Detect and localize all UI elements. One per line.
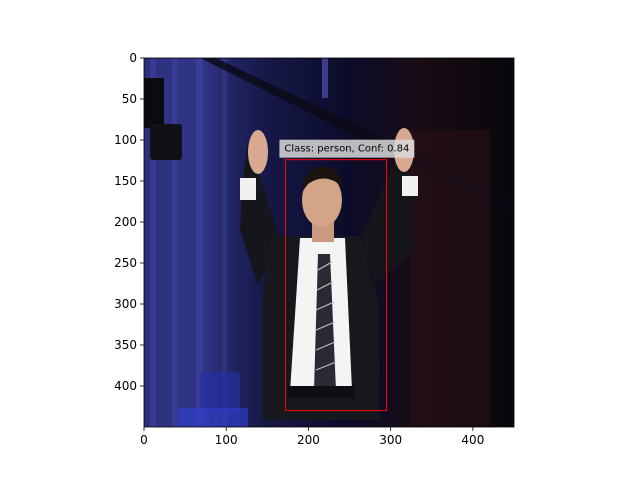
y-tick-label: 50 bbox=[122, 92, 137, 106]
y-tick-label: 250 bbox=[114, 256, 137, 270]
y-tick-label: 300 bbox=[114, 297, 137, 311]
x-tick-label: 100 bbox=[215, 433, 238, 447]
scene-photo bbox=[144, 58, 514, 427]
y-tick-label: 0 bbox=[129, 51, 137, 65]
y-tick-label: 350 bbox=[114, 338, 137, 352]
detection-label: Class: person, Conf: 0.84 bbox=[284, 144, 409, 155]
y-tick-label: 150 bbox=[114, 174, 137, 188]
x-tick-label: 200 bbox=[297, 433, 320, 447]
y-tick-label: 200 bbox=[114, 215, 137, 229]
y-tick-label: 400 bbox=[114, 379, 137, 393]
x-tick-label: 400 bbox=[461, 433, 484, 447]
detection-box bbox=[284, 159, 388, 412]
y-axis: 0 50 100 150 200 250 300 350 400 bbox=[114, 51, 144, 393]
x-axis: 0 100 200 300 400 bbox=[140, 427, 484, 447]
detection-label-background bbox=[279, 139, 415, 158]
axes-frame bbox=[143, 57, 515, 428]
y-tick-label: 100 bbox=[114, 133, 137, 147]
x-tick-label: 0 bbox=[140, 433, 148, 447]
x-tick-label: 300 bbox=[379, 433, 402, 447]
